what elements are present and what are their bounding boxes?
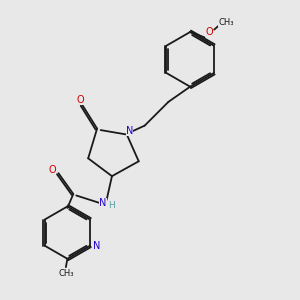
Text: CH₃: CH₃ — [218, 18, 233, 27]
Text: N: N — [99, 198, 107, 208]
Text: N: N — [126, 126, 134, 136]
Text: N: N — [93, 241, 100, 251]
Text: O: O — [49, 165, 56, 175]
Text: O: O — [77, 95, 85, 105]
Text: H: H — [108, 201, 115, 210]
Text: O: O — [205, 27, 213, 37]
Text: CH₃: CH₃ — [58, 268, 74, 278]
